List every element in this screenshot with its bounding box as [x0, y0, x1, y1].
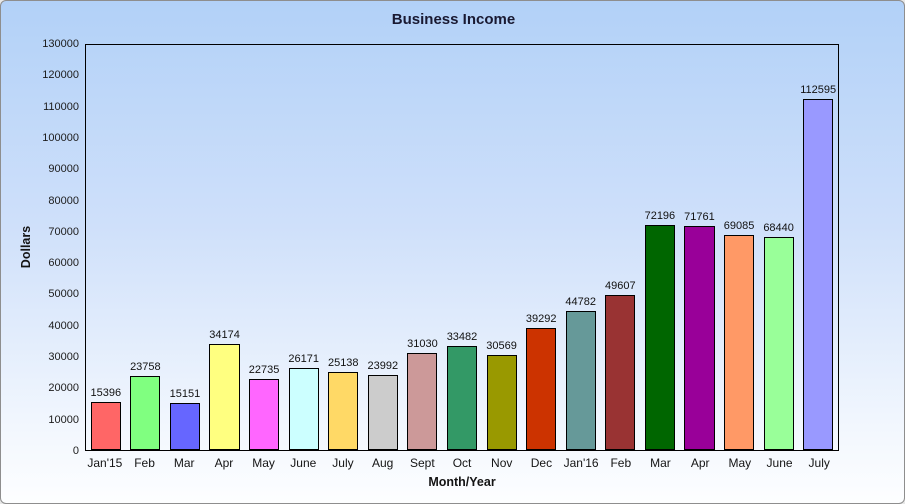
y-tick-label: 50000 — [48, 288, 79, 301]
bars-container: 15396 23758 15151 34174 22735 26171 25138 23992… — [86, 45, 838, 450]
bar-group: 22735 — [244, 45, 284, 450]
bar — [328, 371, 359, 450]
bar — [367, 375, 398, 450]
x-axis-tick-labels: Jan'15 Feb Mar Apr May June July Aug Sept Oct Nov D… — [85, 456, 839, 470]
bar — [526, 327, 557, 450]
bar-value-label: 33482 — [446, 330, 478, 343]
bar-value-label: 22735 — [248, 364, 280, 377]
y-tick-label: 40000 — [48, 319, 79, 332]
bar-group: 44782 — [561, 45, 601, 450]
x-tick-label: Nov — [491, 456, 513, 470]
x-tick-label: Jan'15 — [87, 456, 123, 470]
bar-group: 34174 — [205, 45, 245, 450]
bar-value-label: 26171 — [288, 353, 319, 366]
bar-group: 33482 — [442, 45, 482, 450]
bar-group: 30569 — [482, 45, 522, 450]
x-tick-label: Apr — [690, 456, 710, 470]
x-tick-label: Jan'16 — [563, 456, 599, 470]
bar — [446, 345, 478, 450]
bar-group: 25138 — [323, 45, 363, 450]
bar-group: 26171 — [284, 45, 324, 450]
y-tick-label: 20000 — [48, 382, 79, 395]
bar-value-label: 71761 — [684, 211, 715, 224]
y-tick-label: 100000 — [42, 131, 79, 144]
bar-group: 31030 — [403, 45, 443, 450]
y-tick-label: 90000 — [48, 163, 79, 176]
bar-value-label: 34174 — [209, 328, 240, 341]
x-axis-title: Month/Year — [428, 475, 496, 489]
bar-value-label: 39292 — [525, 312, 557, 325]
bar — [90, 402, 121, 450]
bar-group: 23992 — [363, 45, 403, 450]
chart-title: Business Income — [391, 11, 516, 28]
bar-value-label: 23992 — [367, 360, 399, 373]
bar-value-label: 15151 — [169, 387, 201, 400]
x-tick-label: Feb — [610, 456, 632, 470]
bar-group: 15396 — [86, 45, 126, 450]
bar — [763, 236, 794, 450]
bar-value-label: 31030 — [407, 338, 438, 351]
x-tick-label: Dec — [530, 456, 553, 470]
x-tick-label: Feb — [134, 456, 155, 470]
bar-group: 69085 — [719, 45, 759, 450]
bar-group: 72196 — [640, 45, 680, 450]
plot-area: 15396 23758 15151 34174 22735 26171 25138 23992… — [85, 44, 839, 451]
y-tick-label: 80000 — [48, 194, 79, 207]
x-tick-label: May — [252, 456, 275, 470]
x-tick-label: Mar — [173, 456, 195, 470]
bar-value-label: 69085 — [723, 219, 755, 232]
x-tick-label: Aug — [371, 456, 394, 470]
x-tick-label: May — [728, 456, 752, 470]
bar-value-label: 49607 — [605, 280, 636, 293]
x-tick-label: July — [808, 456, 830, 470]
bar-group: 39292 — [521, 45, 561, 450]
bar — [605, 295, 636, 450]
y-tick-label: 70000 — [48, 225, 79, 238]
bar — [407, 353, 438, 450]
bar — [724, 234, 755, 450]
x-tick-label: Oct — [452, 456, 472, 470]
x-tick-label: Mar — [650, 456, 671, 470]
bar-value-label: 25138 — [327, 356, 359, 369]
x-tick-label: Sept — [410, 456, 435, 470]
bar-group: 49607 — [601, 45, 641, 450]
x-tick-label: July — [332, 456, 354, 470]
bar-group: 112595 — [798, 45, 838, 450]
bar-group: 71761 — [680, 45, 720, 450]
bar-value-label: 72196 — [644, 210, 676, 223]
y-tick-label: 120000 — [42, 69, 79, 82]
x-tick-label: June — [766, 456, 793, 470]
y-tick-label: 130000 — [42, 38, 79, 50]
bar — [644, 225, 675, 450]
bar-value-label: 30569 — [486, 339, 517, 352]
y-tick-label: 0 — [72, 445, 79, 457]
bar — [130, 376, 161, 450]
bar-value-label: 44782 — [565, 295, 597, 308]
bar — [249, 379, 280, 450]
bar — [209, 343, 240, 450]
bar — [486, 354, 517, 450]
x-tick-label: June — [290, 456, 317, 470]
bar-group: 68440 — [759, 45, 799, 450]
y-tick-label: 30000 — [48, 351, 79, 364]
bar-value-label: 15396 — [90, 387, 122, 400]
bar — [803, 99, 834, 450]
bar-value-label: 112595 — [800, 84, 837, 97]
y-tick-label: 60000 — [48, 257, 79, 270]
bar-group: 23758 — [126, 45, 166, 450]
bar-value-label: 68440 — [763, 221, 794, 234]
bar — [565, 310, 596, 450]
bar-value-label: 23758 — [130, 361, 161, 373]
bar — [169, 402, 200, 450]
bar-group: 15151 — [165, 45, 205, 450]
bar — [288, 368, 319, 450]
y-tick-label: 110000 — [43, 100, 79, 113]
bar — [684, 226, 715, 450]
y-tick-label: 10000 — [48, 413, 79, 426]
x-tick-label: Apr — [214, 456, 234, 470]
